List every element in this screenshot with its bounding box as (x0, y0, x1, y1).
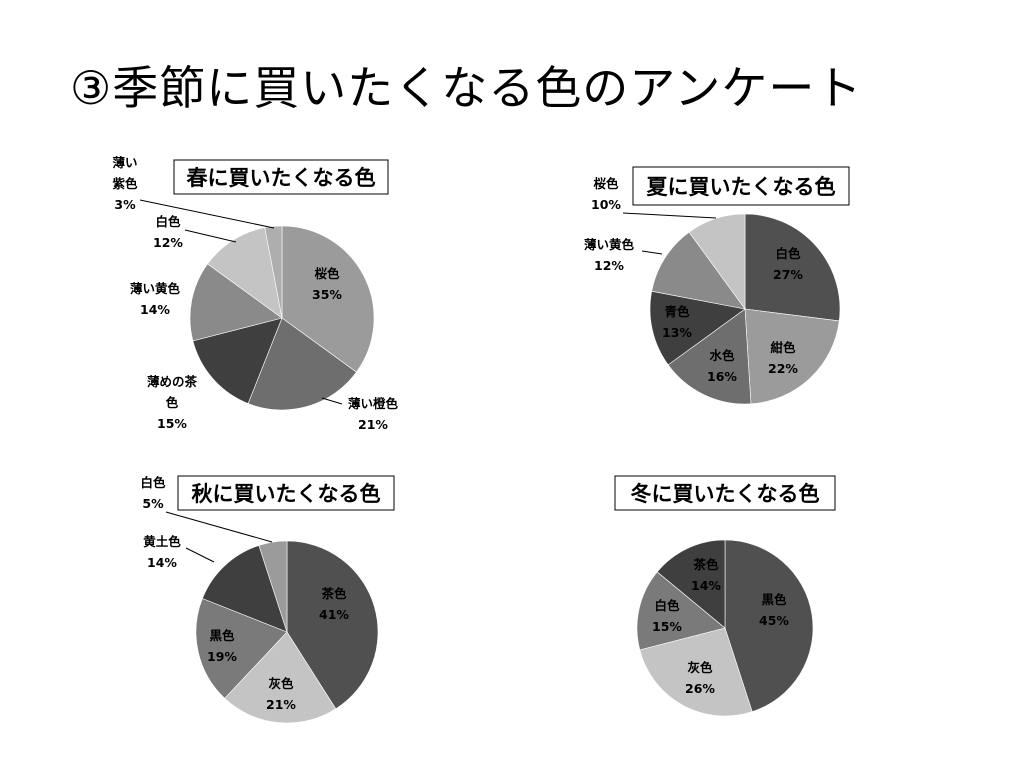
pie-slice (639, 627, 753, 717)
pie-slice (224, 631, 337, 724)
slide-title: ③季節に買いたくなる色のアンケート (70, 61, 863, 115)
chart-title: 夏に買いたくなる色 (647, 175, 836, 199)
slice-label: 桜色 10% (591, 176, 621, 212)
slice-label: 薄い紫色 3% (112, 155, 138, 212)
pie-slice (649, 290, 746, 366)
pie-slice (688, 213, 746, 310)
slice-label: 薄い黄色 12% (584, 237, 635, 273)
pie-slice (192, 317, 283, 404)
pie-slice (189, 263, 283, 342)
slice-label: 白色 5% (140, 475, 166, 511)
pie-slice (286, 540, 379, 710)
chart-title-box (632, 166, 850, 206)
slice-label: 薄い黄色 14% (130, 281, 181, 317)
pie-slice (667, 308, 752, 405)
slice-label: 白色 12% (153, 214, 183, 250)
slice-label: 黄土色 14% (143, 534, 181, 570)
pie-slice (656, 539, 726, 629)
leader-line (185, 547, 215, 563)
slice-label: 桜色 35% (312, 266, 342, 302)
chart-title: 秋に買いたくなる色 (192, 482, 381, 506)
slice-label: 茶色 14% (691, 557, 721, 593)
pie-slice (744, 213, 841, 322)
pie-slice (744, 308, 840, 405)
slice-label: 青色 13% (662, 304, 692, 340)
pie-slice (258, 540, 288, 633)
pie-slice (264, 225, 283, 319)
slice-label: 灰色 21% (266, 676, 296, 712)
pie-slice (651, 231, 746, 310)
pie-slice (281, 225, 375, 373)
chart-title: 春に買いたくなる色 (187, 166, 376, 190)
slice-label: 薄めの茶色 15% (147, 374, 198, 431)
leader-line (139, 199, 275, 229)
chart-title-box (614, 475, 836, 511)
pie-slice (207, 227, 283, 319)
slice-label: 黒色 19% (207, 628, 237, 664)
chart-title-box (177, 475, 395, 511)
slice-label: 茶色 41% (319, 586, 349, 622)
slice-label: 黒色 45% (759, 592, 789, 628)
pie-slice (247, 317, 357, 411)
slice-label: 水色 16% (707, 348, 737, 384)
pie-slice (636, 571, 726, 651)
leader-line (184, 229, 237, 243)
chart-title: 冬に買いたくなる色 (631, 482, 820, 506)
leader-line (641, 250, 663, 255)
slice-label: 白色 15% (652, 598, 682, 634)
slice-label: 灰色 26% (685, 660, 715, 696)
slice-label: 白色 27% (773, 246, 803, 282)
pie-slice (195, 598, 288, 699)
leader-line (165, 511, 273, 543)
slice-label: 薄い橙色 21% (348, 396, 399, 432)
slice-label: 紺色 22% (768, 340, 798, 376)
leader-line (321, 397, 343, 405)
leader-line (622, 212, 717, 219)
chart-title-box (173, 159, 389, 195)
pie-slice (724, 539, 814, 713)
